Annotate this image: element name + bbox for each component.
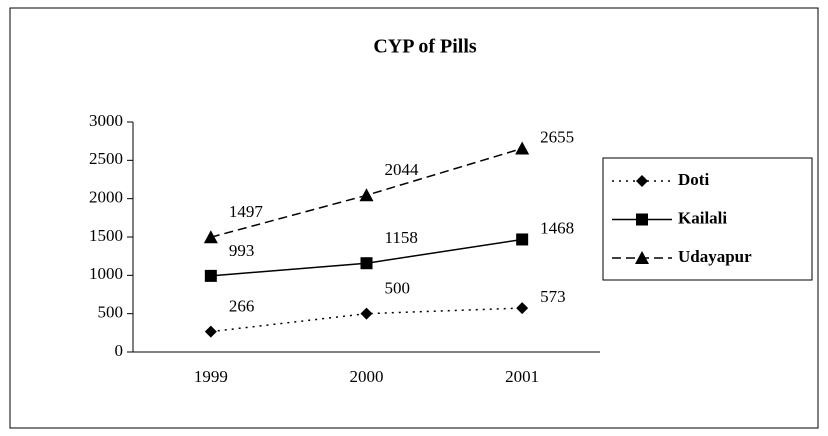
data-point <box>203 230 218 244</box>
data-point <box>359 188 374 202</box>
series-line <box>210 307 523 333</box>
data-point <box>516 233 529 246</box>
data-label: 573 <box>540 287 566 306</box>
data-label: 266 <box>229 297 255 316</box>
legend-marker <box>636 213 648 226</box>
y-tick-label: 2500 <box>89 149 123 168</box>
y-tick-label: 0 <box>115 341 124 360</box>
data-point <box>515 141 530 155</box>
data-label: 2044 <box>385 160 420 179</box>
data-point <box>516 302 529 315</box>
data-label: 1497 <box>229 202 263 221</box>
legend-label: Doti <box>678 170 709 189</box>
data-point <box>204 269 217 282</box>
legend-marker <box>636 175 648 187</box>
legend-label: Udayapur <box>678 247 752 266</box>
data-label: 2655 <box>540 127 574 146</box>
data-point <box>360 307 373 320</box>
data-point <box>360 257 373 270</box>
y-tick-label: 3000 <box>89 111 123 130</box>
x-tick-label: 2000 <box>350 367 384 386</box>
chart-title: CYP of Pills <box>373 36 477 58</box>
x-tick-label: 1999 <box>194 367 228 386</box>
y-tick-label: 1000 <box>89 264 123 283</box>
x-tick-label: 2001 <box>505 367 539 386</box>
legend-marker <box>635 251 649 264</box>
data-point <box>204 325 217 338</box>
data-label: 1158 <box>385 228 418 247</box>
y-tick-label: 2000 <box>89 188 123 207</box>
y-tick-label: 1500 <box>89 226 123 245</box>
legend-label: Kailali <box>678 208 727 227</box>
data-label: 500 <box>385 279 411 298</box>
data-label: 993 <box>229 241 255 260</box>
y-tick-label: 500 <box>98 303 124 322</box>
data-label: 1468 <box>540 218 574 237</box>
